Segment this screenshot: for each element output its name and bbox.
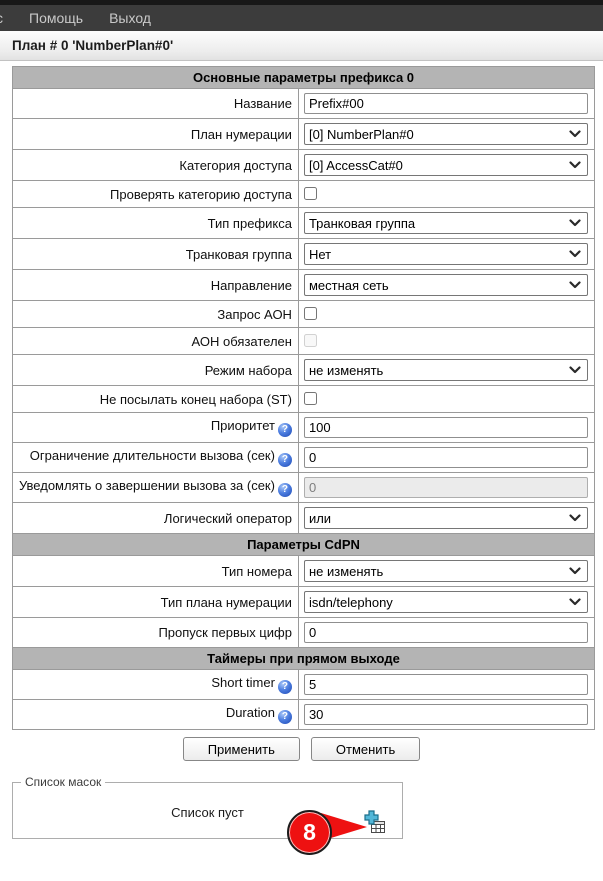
numbering-plan-type-label: Тип плана нумерации [12,586,299,618]
notify-before-end-input [303,477,588,498]
check-access-cat-label: Проверять категорию доступа [12,180,299,208]
priority-input[interactable] [303,417,588,438]
table-row: Название [12,88,596,119]
aon-required-checkbox [303,334,317,347]
table-row: Short timer? [12,669,596,700]
main-menubar: с Помощь Выход [0,5,603,31]
page-title: План # 0 'NumberPlan#0' [0,31,603,61]
table-row: Уведомлять о завершении вызова за (сек)? [12,472,596,503]
aon-required-label: АОН обязателен [12,327,299,355]
short-timer-input[interactable] [303,674,588,695]
table-row: Логический оператор или [12,502,596,534]
access-cat-select[interactable]: [0] AccessCat#0 [303,154,588,176]
no-end-of-dial-checkbox[interactable] [303,392,317,405]
duration-input[interactable] [303,704,588,725]
table-row: Категория доступа [0] AccessCat#0 [12,149,596,181]
table-row: Направление местная сеть [12,269,596,301]
dial-mode-label: Режим набора [12,354,299,386]
priority-label: Приоритет [210,418,275,433]
trunk-group-label: Транковая группа [12,238,299,270]
prefix-type-select[interactable]: Транковая группа [303,212,588,234]
aon-request-checkbox[interactable] [303,307,317,320]
help-icon[interactable]: ? [277,453,292,467]
masks-legend: Список масок [25,775,102,789]
dial-mode-select[interactable]: не изменять [303,359,588,381]
menu-item-exit[interactable]: Выход [109,10,151,26]
logical-operator-select[interactable]: или [303,507,588,529]
help-icon[interactable]: ? [277,483,292,497]
table-row: Тип префикса Транковая группа [12,207,596,239]
skip-first-digits-input[interactable] [303,622,588,643]
logical-operator-label: Логический оператор [12,502,299,534]
table-row: Тип номера не изменять [12,555,596,587]
numbering-plan-label: План нумерации [12,118,299,150]
trunk-group-select[interactable]: Нет [303,243,588,265]
prefix-type-label: Тип префикса [12,207,299,239]
table-row: Транковая группа Нет [12,238,596,270]
number-type-label: Тип номера [12,555,299,587]
no-end-of-dial-label: Не посылать конец набора (ST) [12,385,299,413]
menu-item-help[interactable]: Помощь [29,10,84,26]
table-row: Не посылать конец набора (ST) [12,385,596,413]
short-timer-label: Short timer [211,675,275,690]
direction-select[interactable]: местная сеть [303,274,588,296]
table-row: Приоритет? [12,412,596,443]
access-cat-label: Категория доступа [12,149,299,181]
section-header-timers: Таймеры при прямом выходе [12,647,595,670]
help-icon[interactable]: ? [277,423,292,437]
window-top-strip [0,0,603,5]
table-row: АОН обязателен [12,327,596,355]
table-row: Режим набора не изменять [12,354,596,386]
cancel-button[interactable]: Отменить [310,737,421,761]
section-header-cdpn: Параметры CdPN [12,533,595,556]
duration-limit-label: Ограничение длительности вызова (сек) [29,448,275,463]
numbering-plan-type-select[interactable]: isdn/telephony [303,591,588,613]
name-label: Название [12,88,299,119]
table-row: План нумерации [0] NumberPlan#0 [12,118,596,150]
help-icon[interactable]: ? [277,680,292,694]
masks-empty-text: Список пуст [171,805,244,820]
duration-label: Duration [225,705,275,720]
check-access-cat-checkbox[interactable] [303,187,317,200]
table-row: Ограничение длительности вызова (сек)? [12,442,596,473]
skip-first-digits-label: Пропуск первых цифр [12,617,299,648]
section-header-basic: Основные параметры префикса 0 [12,66,595,89]
numbering-plan-select[interactable]: [0] NumberPlan#0 [303,123,588,145]
notify-before-end-label: Уведомлять о завершении вызова за (сек) [19,478,275,493]
duration-limit-input[interactable] [303,447,588,468]
table-row: Пропуск первых цифр [12,617,596,648]
masks-fieldset: Список масок Список пуст [12,775,403,839]
name-input[interactable] [303,93,588,114]
annotation-marker-8: 8 [287,810,332,855]
number-type-select[interactable]: не изменять [303,560,588,582]
aon-request-label: Запрос АОН [12,300,299,328]
direction-label: Направление [12,269,299,301]
table-row: Duration? [12,699,596,730]
form-actions: Применить Отменить [0,737,603,761]
help-icon[interactable]: ? [277,710,292,724]
table-row: Тип плана нумерации isdn/telephony [12,586,596,618]
menu-item-partial[interactable]: с [0,10,3,26]
prefix-form-table: Основные параметры префикса 0 Название П… [12,66,596,730]
apply-button[interactable]: Применить [182,737,300,761]
table-row: Проверять категорию доступа [12,180,596,208]
table-row: Запрос АОН [12,300,596,328]
